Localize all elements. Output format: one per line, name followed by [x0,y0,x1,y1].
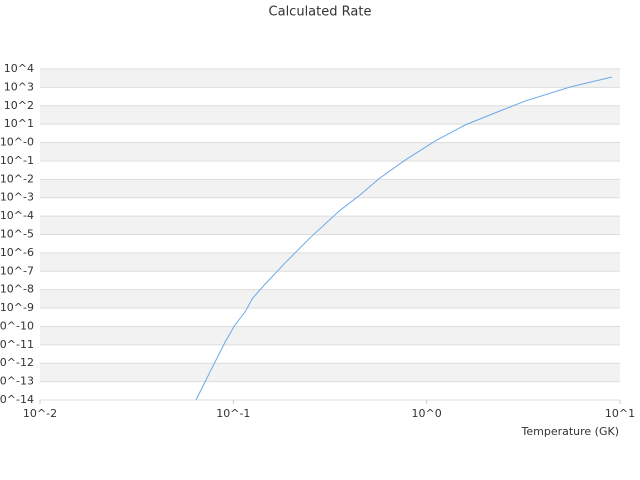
y-tick-label: 10^-10 [0,319,34,332]
y-tick-label: 10^1 [4,117,34,130]
x-tick-label: 10^-1 [216,407,250,420]
x-axis-label: Temperature (GK) [521,425,620,438]
grid-band [40,105,620,125]
y-tick-label: 10^4 [4,62,34,75]
y-tick-label: 10^-12 [0,356,34,369]
y-tick-label: 10^-6 [0,246,34,259]
chart-title: Calculated Rate [269,5,372,20]
x-tick-label: 10^1 [605,407,635,420]
grid-band [40,326,620,345]
grid-band [40,69,620,88]
y-tick-label: 10^3 [4,80,34,93]
y-tick-label: 10^-11 [0,338,34,351]
grid-band [40,252,620,272]
grid-band [40,142,620,161]
y-tick-label: 10^-5 [0,228,34,241]
data-line [195,76,613,400]
grid-band [40,179,620,198]
y-tick-label: 10^-0 [0,136,34,149]
grid-band [40,363,620,382]
y-tick-label: 10^-9 [0,301,34,314]
x-tick-label: 10^-2 [23,407,57,420]
y-tick-label: 10^-13 [0,375,34,388]
y-tick-label: 10^-8 [0,283,34,296]
y-tick-label: 10^-7 [0,264,34,277]
y-tick-label: 10^-2 [0,172,34,185]
y-tick-label: 10^-1 [0,154,34,167]
x-tick-label: 10^0 [412,407,442,420]
y-tick-label: 10^2 [4,99,34,112]
grid-band [40,216,620,235]
grid-band [40,289,620,309]
y-tick-label: 10^-3 [0,191,34,204]
y-tick-label: 10^-4 [0,209,34,222]
y-tick-label: 10^-14 [0,393,34,406]
